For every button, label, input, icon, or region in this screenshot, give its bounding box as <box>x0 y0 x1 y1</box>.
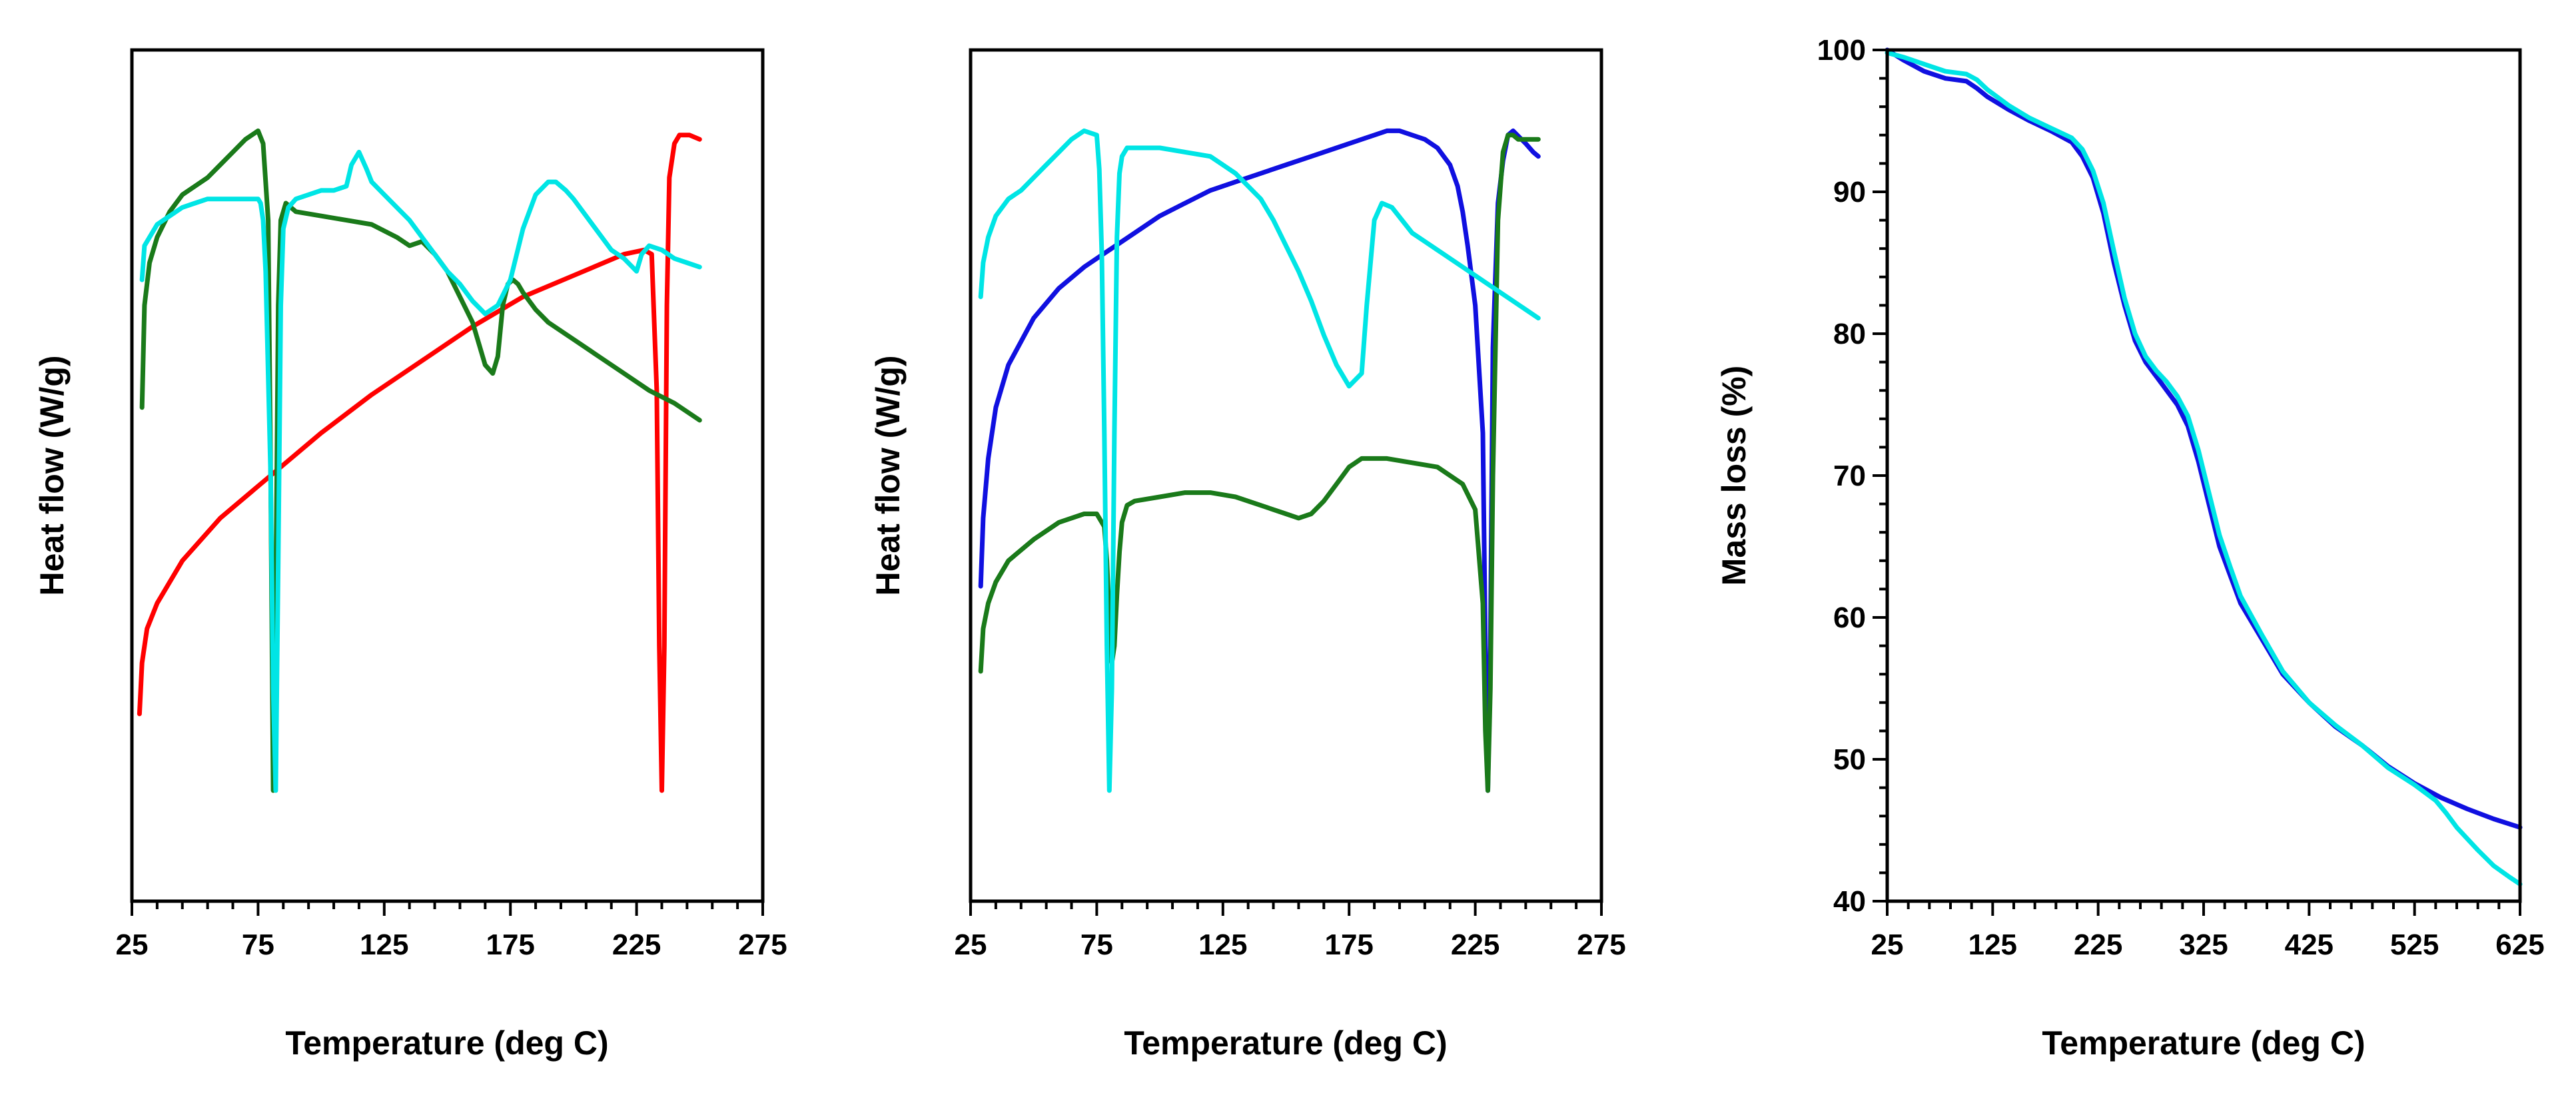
left-plot-frame <box>130 48 765 903</box>
middle-y-axis-title: Heat flow (W/g) <box>869 355 907 595</box>
right-x-tick-label: 225 <box>2074 928 2122 961</box>
right-y-tick-label: 80 <box>1833 318 1866 350</box>
left-y-axis-title: Heat flow (W/g) <box>33 355 71 595</box>
panel-right: 25 125 225 325 425 525 625 40 50 60 70 80 90 100 Temp… <box>1715 34 2545 1062</box>
middle-series-layer <box>978 128 1541 793</box>
left-x-axis-title: Temperature (deg C) <box>285 1024 608 1062</box>
panel-left: 25 75 125 175 225 275 Temperature (deg C) Hea… <box>33 48 787 1062</box>
left-ticks-layer: 25 75 125 175 225 275 <box>116 901 787 961</box>
panel-middle: 25 75 125 175 225 275 Temperature (deg C) Hea… <box>869 48 1626 1062</box>
right-series-cyan-line <box>1885 50 2523 887</box>
left-x-tick-label: 225 <box>612 928 661 961</box>
right-x-tick-label: 625 <box>2495 928 2544 961</box>
middle-ticks-layer: 25 75 125 175 225 275 <box>955 901 1626 961</box>
left-x-tick-label: 75 <box>242 928 274 961</box>
left-x-tick-label: 125 <box>360 928 408 961</box>
left-series-cyan-line <box>139 149 702 793</box>
middle-series-blue-line <box>978 128 1541 793</box>
middle-series-cyan-line <box>978 128 1541 793</box>
left-series-red-line <box>137 133 702 793</box>
middle-x-tick-label: 25 <box>955 928 987 961</box>
middle-x-tick-label: 225 <box>1451 928 1500 961</box>
right-y-tick-label: 100 <box>1817 34 1866 67</box>
right-x-tick-label: 525 <box>2390 928 2439 961</box>
right-y-tick-label: 70 <box>1833 460 1866 492</box>
middle-series-green-line <box>978 133 1541 793</box>
middle-x-tick-label: 275 <box>1577 928 1625 961</box>
right-series-blue-line <box>1885 47 2523 830</box>
middle-x-tick-label: 175 <box>1324 928 1373 961</box>
middle-x-tick-label: 125 <box>1198 928 1247 961</box>
left-x-tick-label: 175 <box>486 928 534 961</box>
right-x-tick-label: 425 <box>2285 928 2334 961</box>
right-ticks-layer: 25 125 225 325 425 525 625 40 50 60 70 80 90 100 <box>1817 34 2545 961</box>
left-x-tick-label: 25 <box>116 928 149 961</box>
right-x-tick-label: 125 <box>1968 928 2017 961</box>
right-series-layer <box>1885 47 2523 887</box>
left-series-green-line <box>139 128 702 793</box>
right-y-tick-label: 60 <box>1833 601 1866 634</box>
right-y-axis-title: Mass loss (%) <box>1715 366 1753 586</box>
right-x-tick-label: 325 <box>2179 928 2228 961</box>
left-x-tick-label: 275 <box>738 928 787 961</box>
middle-x-axis-title: Temperature (deg C) <box>1124 1024 1447 1062</box>
right-y-tick-label: 90 <box>1833 176 1866 208</box>
right-x-axis-title: Temperature (deg C) <box>2042 1024 2365 1062</box>
right-x-tick-label: 25 <box>1871 928 1904 961</box>
middle-x-tick-label: 75 <box>1080 928 1113 961</box>
right-y-tick-label: 50 <box>1833 743 1866 776</box>
middle-plot-frame <box>969 48 1603 903</box>
right-y-tick-label: 40 <box>1833 885 1866 918</box>
left-series-layer <box>137 128 702 793</box>
